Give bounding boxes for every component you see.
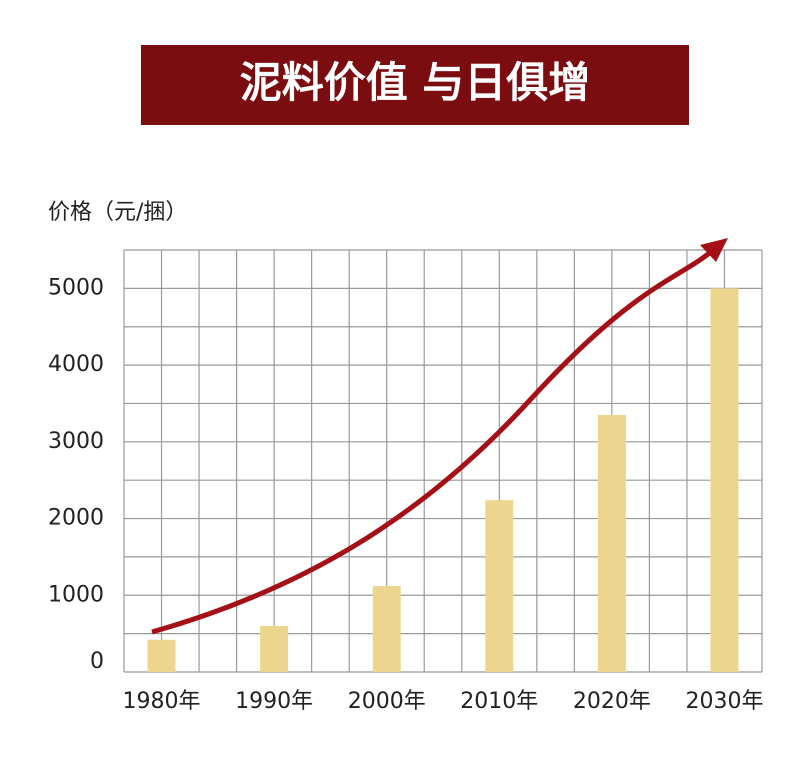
bar [710, 288, 739, 672]
title-banner [141, 45, 689, 125]
x-tick-label: 1990年 [235, 689, 313, 714]
y-tick-label: 2000 [48, 506, 104, 531]
bar [147, 639, 176, 672]
x-tick-label: 1980年 [123, 689, 201, 714]
chart-title: 泥料价值 与日俱增 [240, 58, 591, 107]
x-tick-label: 2000年 [348, 689, 426, 714]
y-tick-label: 3000 [48, 429, 104, 454]
y-tick-label: 4000 [48, 352, 104, 377]
y-tick-label: 5000 [48, 275, 104, 300]
arrow-head [700, 238, 728, 262]
y-tick-label: 0 [90, 649, 104, 674]
bar [260, 625, 289, 672]
bar [485, 500, 514, 672]
trend-arrow [151, 244, 720, 635]
bar [597, 414, 626, 672]
bar [372, 586, 401, 672]
x-tick-label: 2010年 [460, 689, 538, 714]
x-tick-label: 2030年 [685, 689, 763, 714]
y-axis-label: 价格（元/捆） [48, 200, 187, 225]
y-tick-label: 1000 [48, 582, 104, 607]
x-tick-label: 2020年 [573, 689, 651, 714]
